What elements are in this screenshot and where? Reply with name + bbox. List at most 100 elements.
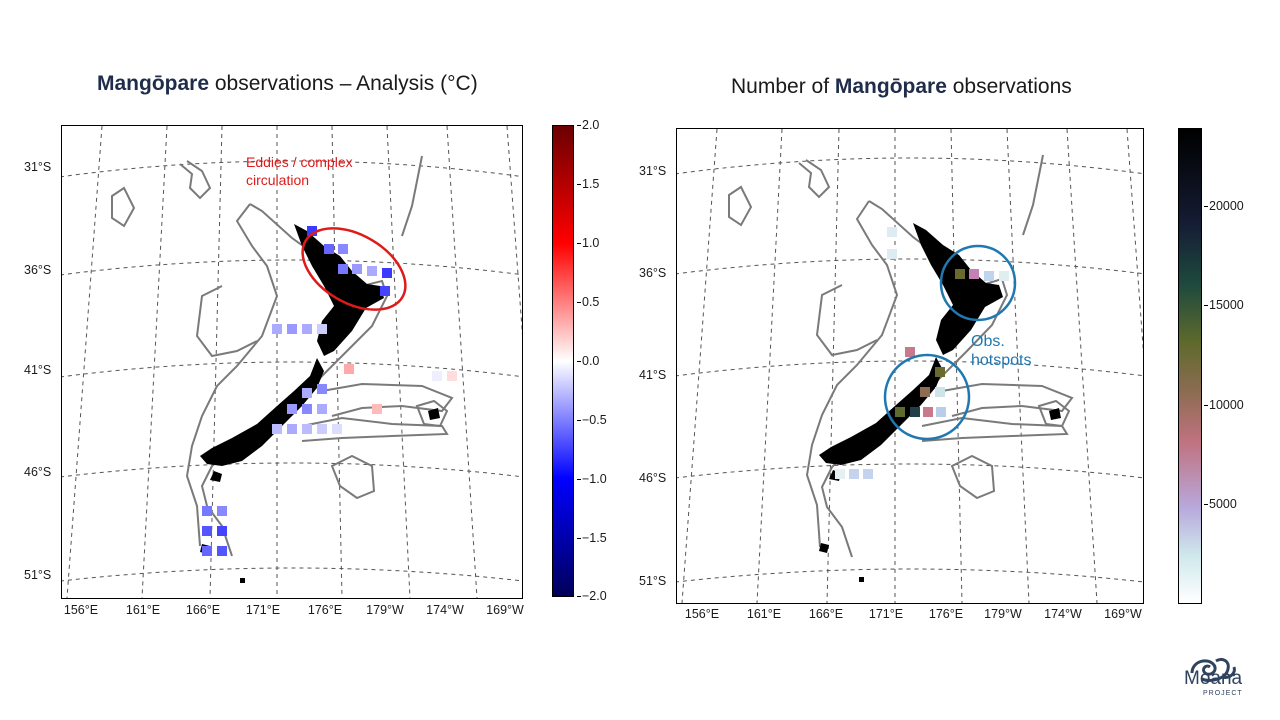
obs-cell bbox=[202, 526, 212, 536]
lat-label: 31°S bbox=[24, 160, 52, 174]
obs-cell bbox=[217, 546, 227, 556]
colorbar-tick: 0.5 bbox=[576, 295, 600, 309]
obs-cell bbox=[382, 268, 392, 278]
campbell-island bbox=[240, 578, 245, 583]
obs-cell bbox=[887, 227, 897, 237]
obs-cell bbox=[317, 424, 327, 434]
obs-cell bbox=[302, 424, 312, 434]
obs-cell bbox=[935, 387, 945, 397]
graticule bbox=[62, 126, 522, 598]
obs-cell bbox=[984, 271, 994, 281]
observation-anomaly-cells bbox=[202, 226, 457, 556]
lat-label: 41°S bbox=[24, 363, 52, 377]
campbell-island bbox=[859, 577, 864, 582]
auckland-islands bbox=[819, 543, 829, 553]
right-map-panel bbox=[676, 128, 1144, 604]
obs-cell bbox=[905, 347, 915, 357]
obs-cell bbox=[324, 244, 334, 254]
obs-cell bbox=[317, 324, 327, 334]
count-colorbar bbox=[1178, 128, 1202, 604]
lat-label: 46°S bbox=[639, 471, 667, 485]
obs-cell bbox=[955, 269, 965, 279]
obs-cell bbox=[287, 424, 297, 434]
obs-cell bbox=[367, 266, 377, 276]
obs-cell bbox=[920, 387, 930, 397]
lon-label: 171°E bbox=[868, 607, 904, 621]
eddies-highlight-ellipse bbox=[301, 227, 407, 311]
lon-label: 174°W bbox=[426, 603, 464, 617]
obs-cell bbox=[380, 286, 390, 296]
colorbar-tick: 10000 bbox=[1204, 398, 1244, 412]
colorbar-tick: −1.0 bbox=[577, 472, 607, 486]
obs-cell bbox=[302, 388, 312, 398]
colorbar-tick: 1.0 bbox=[576, 236, 600, 250]
logo-subtitle: PROJECT bbox=[1203, 690, 1243, 697]
right-map-svg bbox=[677, 129, 1143, 603]
annotation-line: Eddies / complex bbox=[246, 154, 353, 170]
lat-label: 36°S bbox=[639, 266, 667, 280]
obs-cell bbox=[352, 264, 362, 274]
graticule bbox=[677, 129, 1143, 603]
left-map-panel bbox=[61, 125, 523, 599]
lon-label: 156°E bbox=[63, 603, 99, 617]
new-zealand-landmass bbox=[200, 224, 440, 583]
obs-cell bbox=[317, 404, 327, 414]
title-pre: Number of bbox=[731, 75, 835, 98]
colorbar-tick: 2.0 bbox=[576, 118, 600, 132]
obs-cell bbox=[936, 407, 946, 417]
obs-cell bbox=[217, 526, 227, 536]
colorbar-tick: 15000 bbox=[1204, 298, 1244, 312]
lon-label: 166°E bbox=[185, 603, 221, 617]
north-island bbox=[913, 223, 1003, 355]
lon-label: 179°W bbox=[984, 607, 1022, 621]
title-rest: observations bbox=[946, 75, 1072, 98]
lat-label: 41°S bbox=[639, 368, 667, 382]
colorbar-tick: 5000 bbox=[1204, 497, 1237, 511]
obs-cell bbox=[332, 424, 342, 434]
colorbar-tick: 20000 bbox=[1204, 199, 1244, 213]
left-map-title: Mangōpare observations – Analysis (°C) bbox=[97, 72, 478, 96]
annotation-line: circulation bbox=[246, 172, 310, 188]
title-rest: observations – Analysis (°C) bbox=[209, 72, 478, 95]
obs-cell bbox=[895, 407, 905, 417]
obs-cell bbox=[302, 404, 312, 414]
stewart-island bbox=[210, 471, 222, 482]
colorbar-tick: −1.5 bbox=[577, 531, 607, 545]
colorbar-tick: 1.5 bbox=[576, 177, 600, 191]
lon-label: 161°E bbox=[746, 607, 782, 621]
title-bold-word: Mangōpare bbox=[97, 72, 210, 95]
left-map-svg bbox=[62, 126, 522, 598]
obs-cell bbox=[287, 404, 297, 414]
chatham-islands bbox=[428, 408, 440, 420]
obs-cell bbox=[344, 364, 354, 374]
obs-cell bbox=[923, 407, 933, 417]
lat-label: 31°S bbox=[639, 164, 667, 178]
lat-label: 51°S bbox=[639, 574, 667, 588]
obs-cell bbox=[302, 324, 312, 334]
obs-cell bbox=[863, 469, 873, 479]
obs-cell bbox=[849, 469, 859, 479]
new-zealand-landmass bbox=[819, 223, 1061, 582]
lon-label: 161°E bbox=[125, 603, 161, 617]
anomaly-colorbar bbox=[552, 125, 574, 597]
obs-cell bbox=[835, 469, 845, 479]
obs-cell bbox=[307, 226, 317, 236]
lon-label: 179°W bbox=[366, 603, 404, 617]
lon-label: 171°E bbox=[245, 603, 281, 617]
south-island bbox=[200, 358, 324, 466]
obs-cell bbox=[910, 407, 920, 417]
title-bold-word: Mangōpare bbox=[834, 75, 947, 98]
colorbar-tick: −2.0 bbox=[577, 589, 607, 603]
obs-cell bbox=[217, 506, 227, 516]
lon-label: 156°E bbox=[684, 607, 720, 621]
obs-cell bbox=[999, 271, 1009, 281]
north-island bbox=[294, 224, 384, 356]
south-island bbox=[819, 357, 943, 465]
right-map-title: Number of Mangōpare observations bbox=[731, 75, 1072, 99]
lon-label: 176°E bbox=[928, 607, 964, 621]
obs-cell bbox=[432, 371, 442, 381]
obs-cell bbox=[202, 506, 212, 516]
observation-count-cells bbox=[835, 227, 1009, 479]
lat-label: 51°S bbox=[24, 568, 52, 582]
obs-cell bbox=[272, 324, 282, 334]
